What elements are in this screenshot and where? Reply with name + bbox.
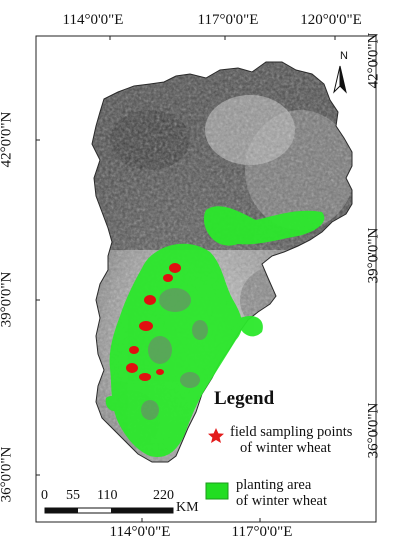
north-arrow-icon bbox=[333, 65, 347, 94]
scale-bar bbox=[44, 507, 174, 514]
lon-label-bottom: 117°0'0"E bbox=[231, 524, 293, 540]
sampling-point bbox=[169, 263, 181, 273]
scale-tick-label: 0 bbox=[41, 488, 48, 503]
lat-label-left: 36°0'0"N bbox=[0, 446, 15, 503]
scale-tick-label: 220 bbox=[153, 488, 174, 503]
sampling-point bbox=[126, 363, 138, 373]
scale-tick-label: 110 bbox=[97, 488, 118, 503]
lon-label-top: 114°0'0"E bbox=[62, 12, 124, 28]
wheat-planting-area bbox=[105, 206, 325, 458]
lat-label-left: 42°0'0"N bbox=[0, 111, 15, 168]
sampling-points bbox=[126, 263, 181, 381]
sampling-point bbox=[163, 274, 173, 282]
sampling-point bbox=[129, 346, 139, 354]
lat-label-right: 39°0'0"N bbox=[365, 227, 382, 284]
lon-label-top: 120°0'0"E bbox=[300, 12, 362, 28]
lat-label-right: 36°0'0"N bbox=[365, 402, 382, 459]
sampling-point bbox=[144, 295, 156, 305]
sampling-point bbox=[156, 369, 164, 375]
lat-label-left: 39°0'0"N bbox=[0, 271, 15, 328]
wheat-area-gaps bbox=[141, 288, 208, 420]
lat-label-right: 42°0'0"N bbox=[365, 32, 382, 89]
green-square-icon bbox=[205, 482, 229, 500]
north-label: N bbox=[340, 50, 348, 62]
legend-title: Legend bbox=[214, 388, 275, 409]
legend-item-sampling: field sampling points of winter wheat bbox=[230, 424, 353, 456]
lon-label-top: 117°0'0"E bbox=[197, 12, 259, 28]
sampling-point bbox=[139, 321, 153, 331]
red-star-icon bbox=[208, 428, 224, 443]
sampling-point bbox=[139, 373, 151, 381]
scale-unit: KM bbox=[176, 500, 199, 515]
legend-item-planting: planting area of winter wheat bbox=[236, 477, 327, 509]
lon-label-bottom: 114°0'0"E bbox=[109, 524, 171, 540]
scale-tick-label: 55 bbox=[66, 488, 80, 503]
